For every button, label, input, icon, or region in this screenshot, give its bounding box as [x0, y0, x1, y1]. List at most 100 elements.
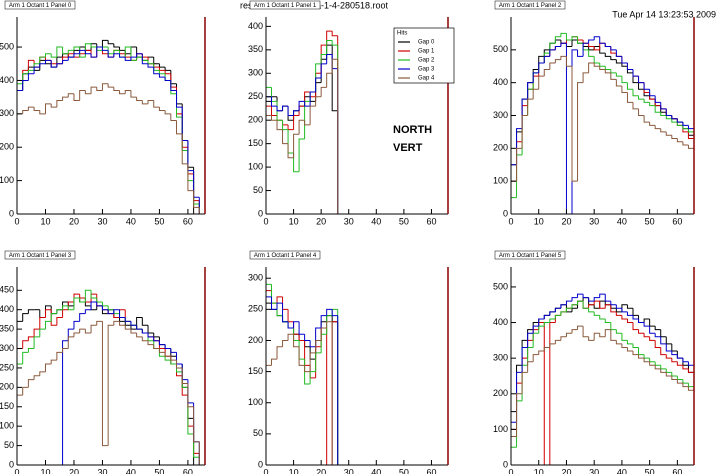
- histogram-step: [39, 56, 46, 64]
- histogram-step: [22, 73, 29, 84]
- histogram-step: [610, 304, 617, 309]
- histogram-step: [326, 44, 333, 60]
- histogram-step: [22, 69, 29, 81]
- histogram-step: [67, 301, 74, 307]
- histogram-step: [39, 56, 46, 68]
- histogram-step: [527, 329, 534, 341]
- histogram-step: [153, 333, 160, 338]
- histogram-step: [615, 304, 622, 309]
- histogram-step: [304, 334, 311, 341]
- histogram-step: [96, 87, 103, 91]
- histogram-step: [101, 47, 109, 51]
- y-tick-label: 200: [0, 142, 14, 152]
- histogram-step: [654, 361, 661, 366]
- histogram-step: [315, 327, 322, 347]
- histogram-step: [632, 322, 639, 331]
- histogram-step: [153, 344, 160, 350]
- histogram-step: [554, 59, 561, 63]
- histogram-step: [147, 63, 154, 68]
- histogram-step: [549, 42, 556, 50]
- panel-title: Arm 1 Octant 1 Panel 2: [499, 3, 562, 9]
- histogram-step: [153, 340, 160, 350]
- histogram-step: [298, 340, 305, 360]
- histogram-step: [682, 122, 689, 126]
- histogram-step: [532, 325, 539, 334]
- y-tick-label: 50: [253, 428, 263, 438]
- histogram-step: [130, 46, 137, 54]
- histogram-step: [22, 386, 29, 396]
- histogram-step: [660, 112, 667, 116]
- x-tick-label: 20: [561, 216, 571, 226]
- x-tick-label: 10: [534, 216, 544, 226]
- histogram-step: [73, 332, 80, 337]
- legend-label: Gap 3: [418, 67, 435, 73]
- histogram-step: [649, 102, 656, 107]
- histogram-step: [577, 82, 584, 182]
- histogram-step: [671, 115, 678, 120]
- histogram-step: [96, 46, 103, 58]
- y-tick-label: 100: [493, 424, 508, 434]
- histogram-step: [141, 336, 149, 342]
- histogram-step: [84, 47, 92, 51]
- histogram-step: [687, 383, 694, 388]
- histogram-step: [44, 320, 52, 330]
- histogram-step: [113, 87, 120, 91]
- histogram-step: [304, 91, 311, 107]
- histogram-step: [130, 321, 137, 326]
- histogram-step: [643, 318, 650, 323]
- histogram-step: [107, 309, 114, 314]
- x-tick-label: 30: [589, 467, 599, 474]
- histogram-step: [626, 92, 633, 103]
- x-tick-label: 50: [399, 216, 409, 226]
- x-tick-label: 50: [399, 467, 409, 474]
- histogram-step: [320, 54, 327, 64]
- histogram-step: [621, 333, 628, 341]
- histogram-step: [198, 457, 205, 466]
- histogram-step: [298, 105, 305, 116]
- histogram-step: [113, 320, 120, 326]
- histogram-step: [304, 340, 311, 366]
- histogram-step: [164, 73, 171, 81]
- histogram-step: [543, 322, 550, 466]
- histogram-step: [588, 62, 595, 73]
- x-tick-label: 20: [69, 467, 79, 474]
- x-tick-label: 30: [344, 216, 354, 226]
- y-tick-label: 150: [248, 138, 263, 148]
- histogram-step: [588, 304, 595, 309]
- histogram-step: [604, 329, 611, 337]
- histogram-step: [141, 57, 149, 61]
- histogram-step: [79, 313, 86, 322]
- histogram-step: [276, 96, 283, 112]
- histogram-step: [682, 383, 689, 388]
- histogram-step: [331, 321, 338, 465]
- histogram-step: [293, 321, 300, 335]
- histogram-step: [96, 294, 103, 307]
- histogram-step: [565, 332, 572, 337]
- histogram-step: [676, 118, 683, 123]
- histogram-step: [39, 328, 46, 337]
- x-tick-label: 50: [645, 216, 655, 226]
- histogram-step: [39, 371, 46, 376]
- histogram-step: [610, 72, 617, 80]
- histogram-step: [543, 322, 550, 327]
- histogram-step: [649, 326, 656, 334]
- histogram-step: [621, 56, 628, 64]
- histogram-step: [170, 113, 177, 122]
- histogram-step: [124, 321, 131, 326]
- histogram-step: [527, 88, 534, 106]
- histogram-step: [632, 69, 639, 77]
- histogram-step: [615, 79, 622, 87]
- histogram-step: [326, 308, 333, 316]
- y-tick-label: 100: [493, 176, 508, 186]
- histogram-step: [119, 313, 126, 318]
- histogram-step: [90, 290, 97, 299]
- histogram-step: [153, 100, 160, 108]
- histogram-step: [320, 315, 327, 329]
- histogram-step: [187, 395, 194, 427]
- x-tick-label: 10: [289, 216, 299, 226]
- histogram-step: [198, 200, 205, 215]
- histogram-step: [665, 354, 672, 359]
- histogram-step: [130, 56, 137, 61]
- x-tick-label: 30: [97, 467, 107, 474]
- histogram-step: [287, 321, 294, 329]
